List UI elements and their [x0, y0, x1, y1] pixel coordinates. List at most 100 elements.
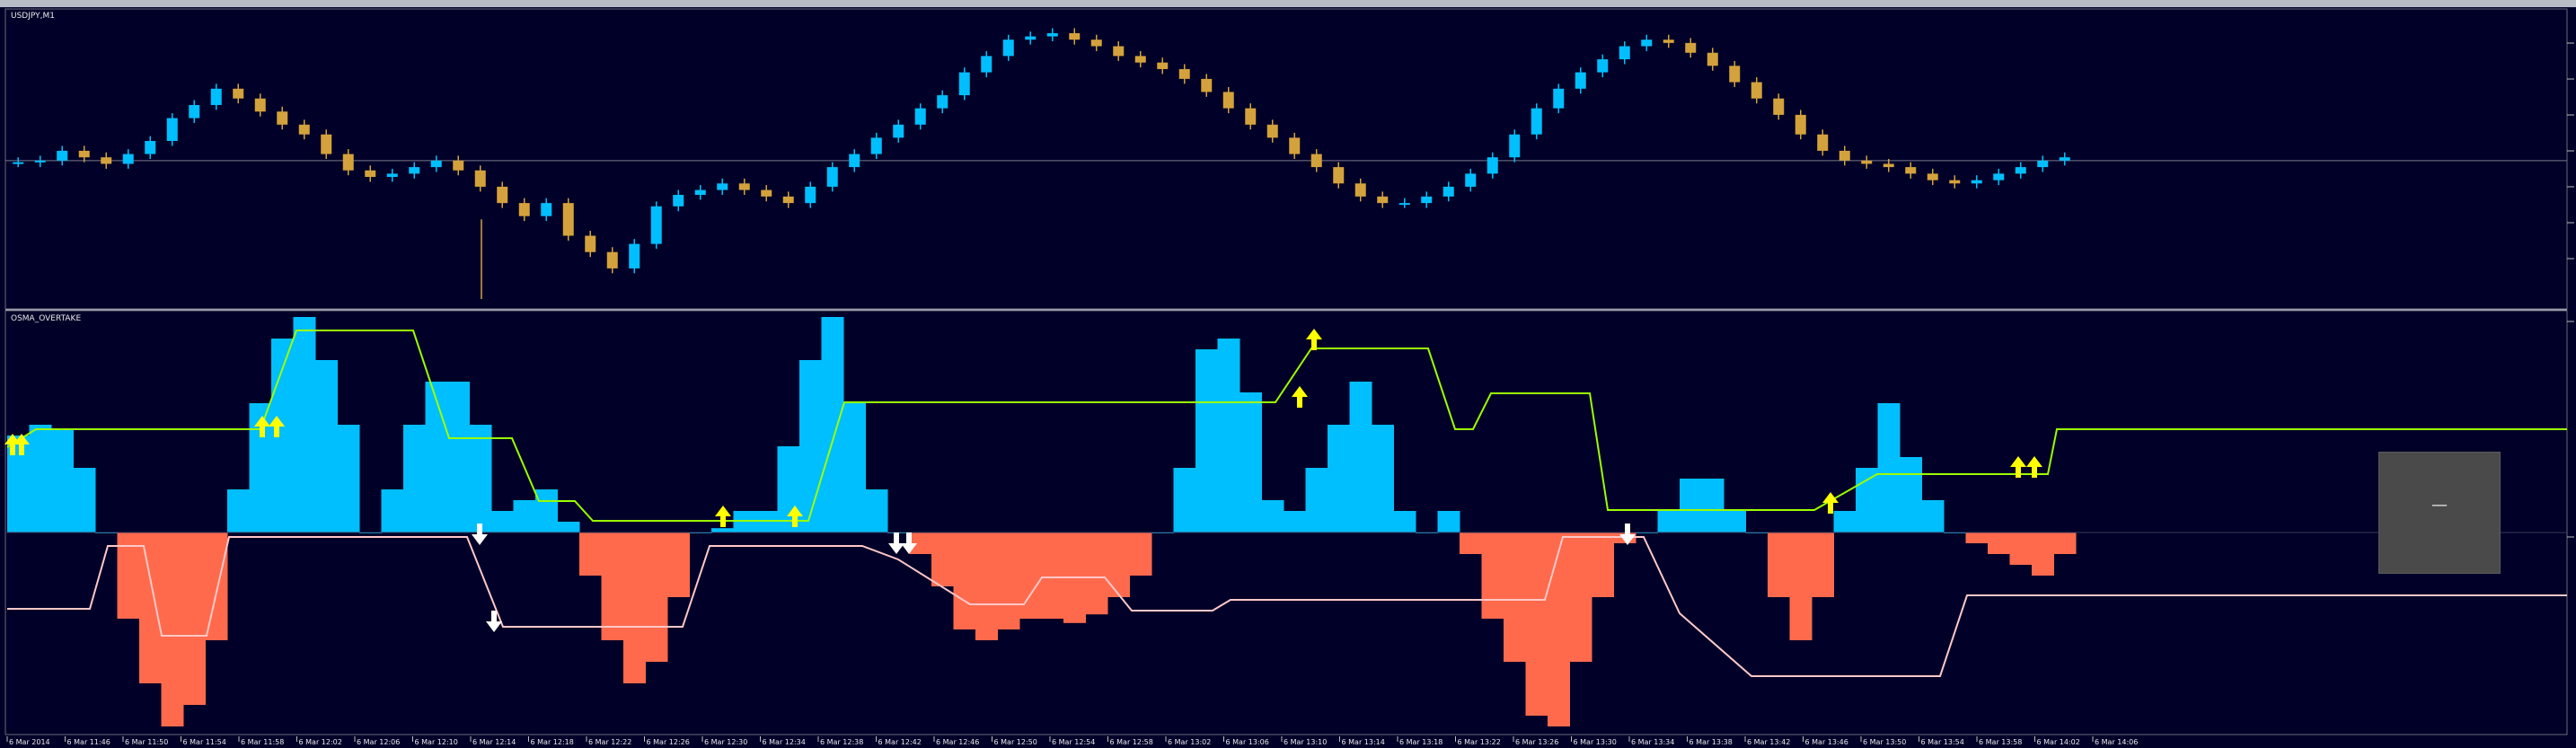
candle-body: [606, 251, 618, 268]
candle-body: [1377, 196, 1389, 204]
candle-body: [1421, 196, 1433, 204]
time-label: 6 Mar 13:26: [1515, 738, 1559, 746]
candle-body: [386, 173, 398, 178]
candle-body: [1025, 36, 1037, 40]
candle-body: [650, 206, 662, 244]
candle-body: [1046, 32, 1058, 37]
candle-body: [562, 203, 574, 236]
osma-bar: [1768, 532, 1790, 597]
candle-body: [430, 160, 442, 168]
time-label: 6 Mar 13:42: [1747, 738, 1791, 746]
candle-body: [1795, 114, 1806, 135]
candle-body: [1773, 98, 1785, 115]
osma-bar: [711, 528, 734, 532]
time-label: 6 Mar 13:06: [1225, 738, 1269, 746]
candle-body: [1883, 163, 1894, 168]
chart-canvas[interactable]: [0, 7, 2576, 748]
osma-bar: [1504, 532, 1526, 662]
osma-bar: [1085, 532, 1108, 615]
candle-body: [2015, 167, 2026, 174]
candle-body: [277, 111, 288, 125]
osma-bar: [1525, 532, 1548, 716]
osma-bar: [843, 403, 866, 532]
osma-bar: [1460, 532, 1482, 554]
time-label: 6 Mar 12:42: [878, 738, 922, 746]
candle-body: [1839, 150, 1850, 161]
up-arrow-icon: [1822, 492, 1839, 514]
osma-bar: [557, 522, 580, 532]
osma-bar: [1680, 479, 1702, 532]
candle-body: [1817, 134, 1829, 151]
down-arrow-icon: [472, 524, 488, 545]
osma-bar: [1657, 511, 1681, 532]
candle-body: [1222, 92, 1234, 109]
candle-body: [409, 167, 420, 174]
candle-body: [78, 150, 90, 158]
candle-body: [1619, 46, 1630, 60]
time-label: 6 Mar 12:38: [820, 738, 864, 746]
chart-window[interactable]: USDJPY,M1 OSMA_OVERTAKE — 6 Mar 2014 6 Ma…: [0, 7, 2576, 748]
candle-body: [254, 98, 266, 112]
osma-bar: [293, 317, 316, 532]
symbol-label: USDJPY,M1: [11, 12, 55, 21]
osma-bar: [447, 382, 470, 532]
osma-bar: [1569, 532, 1592, 662]
info-panel[interactable]: —: [2378, 452, 2501, 574]
candle-body: [870, 137, 882, 154]
candle-body: [1245, 108, 1257, 125]
candle-body: [1707, 52, 1718, 66]
time-label: 6 Mar 12:06: [357, 738, 401, 746]
osma-bar: [2032, 532, 2054, 576]
candle-body: [694, 189, 706, 196]
time-label: 6 Mar 13:18: [1399, 738, 1443, 746]
osma-bar: [2053, 532, 2077, 554]
osma-bar: [1481, 532, 1504, 619]
price-pane-frame: [4, 8, 2568, 310]
up-arrow-icon: [2026, 456, 2042, 478]
candle-body: [1069, 32, 1081, 40]
time-label: 6 Mar 11:50: [125, 738, 169, 746]
candle-body: [1993, 173, 2005, 180]
osma-bar: [381, 489, 404, 532]
osma-bar: [1833, 511, 1857, 532]
candle-body: [1134, 56, 1146, 63]
time-label: 6 Mar 13:10: [1284, 738, 1328, 746]
osma-bar: [73, 468, 96, 532]
osma-bar: [51, 428, 74, 532]
candle-body: [1751, 82, 1762, 99]
osma-bar: [2009, 532, 2033, 565]
osma-bar: [535, 489, 558, 532]
osma-bar: [469, 425, 492, 532]
osma-bar: [645, 532, 668, 662]
candle-body: [453, 160, 464, 171]
up-arrow-icon: [1292, 386, 1308, 408]
osma-bar: [1041, 532, 1064, 619]
candle-body: [782, 196, 794, 204]
osma-bar: [161, 532, 184, 726]
osma-bar: [1305, 468, 1328, 532]
candle-body: [893, 124, 904, 138]
osma-bar: [1328, 425, 1350, 532]
osma-bar: [1195, 349, 1218, 532]
candle-body: [1354, 183, 1366, 197]
up-arrow-icon: [4, 434, 21, 455]
osma-bar: [821, 317, 844, 532]
candle-body: [497, 186, 508, 204]
candle-body: [1905, 167, 1917, 174]
candle-body: [1729, 66, 1741, 83]
time-label: 6 Mar 12:02: [298, 738, 342, 746]
osma-bar: [425, 382, 448, 532]
candle-body: [805, 186, 816, 204]
candle-body: [1685, 42, 1697, 53]
time-label: 6 Mar 13:38: [1689, 738, 1733, 746]
time-label: 6 Mar 12:22: [588, 738, 632, 746]
osma-bar: [1965, 532, 1989, 543]
time-label: 6 Mar 12:34: [762, 738, 806, 746]
candle-body: [1310, 154, 1322, 168]
candle-body: [166, 118, 178, 141]
candle-body: [738, 183, 750, 190]
candle-body: [1663, 40, 1674, 43]
time-label: 6 Mar 13:50: [1863, 738, 1907, 746]
osma-bar: [1921, 500, 1945, 532]
candle-body: [1289, 137, 1301, 154]
